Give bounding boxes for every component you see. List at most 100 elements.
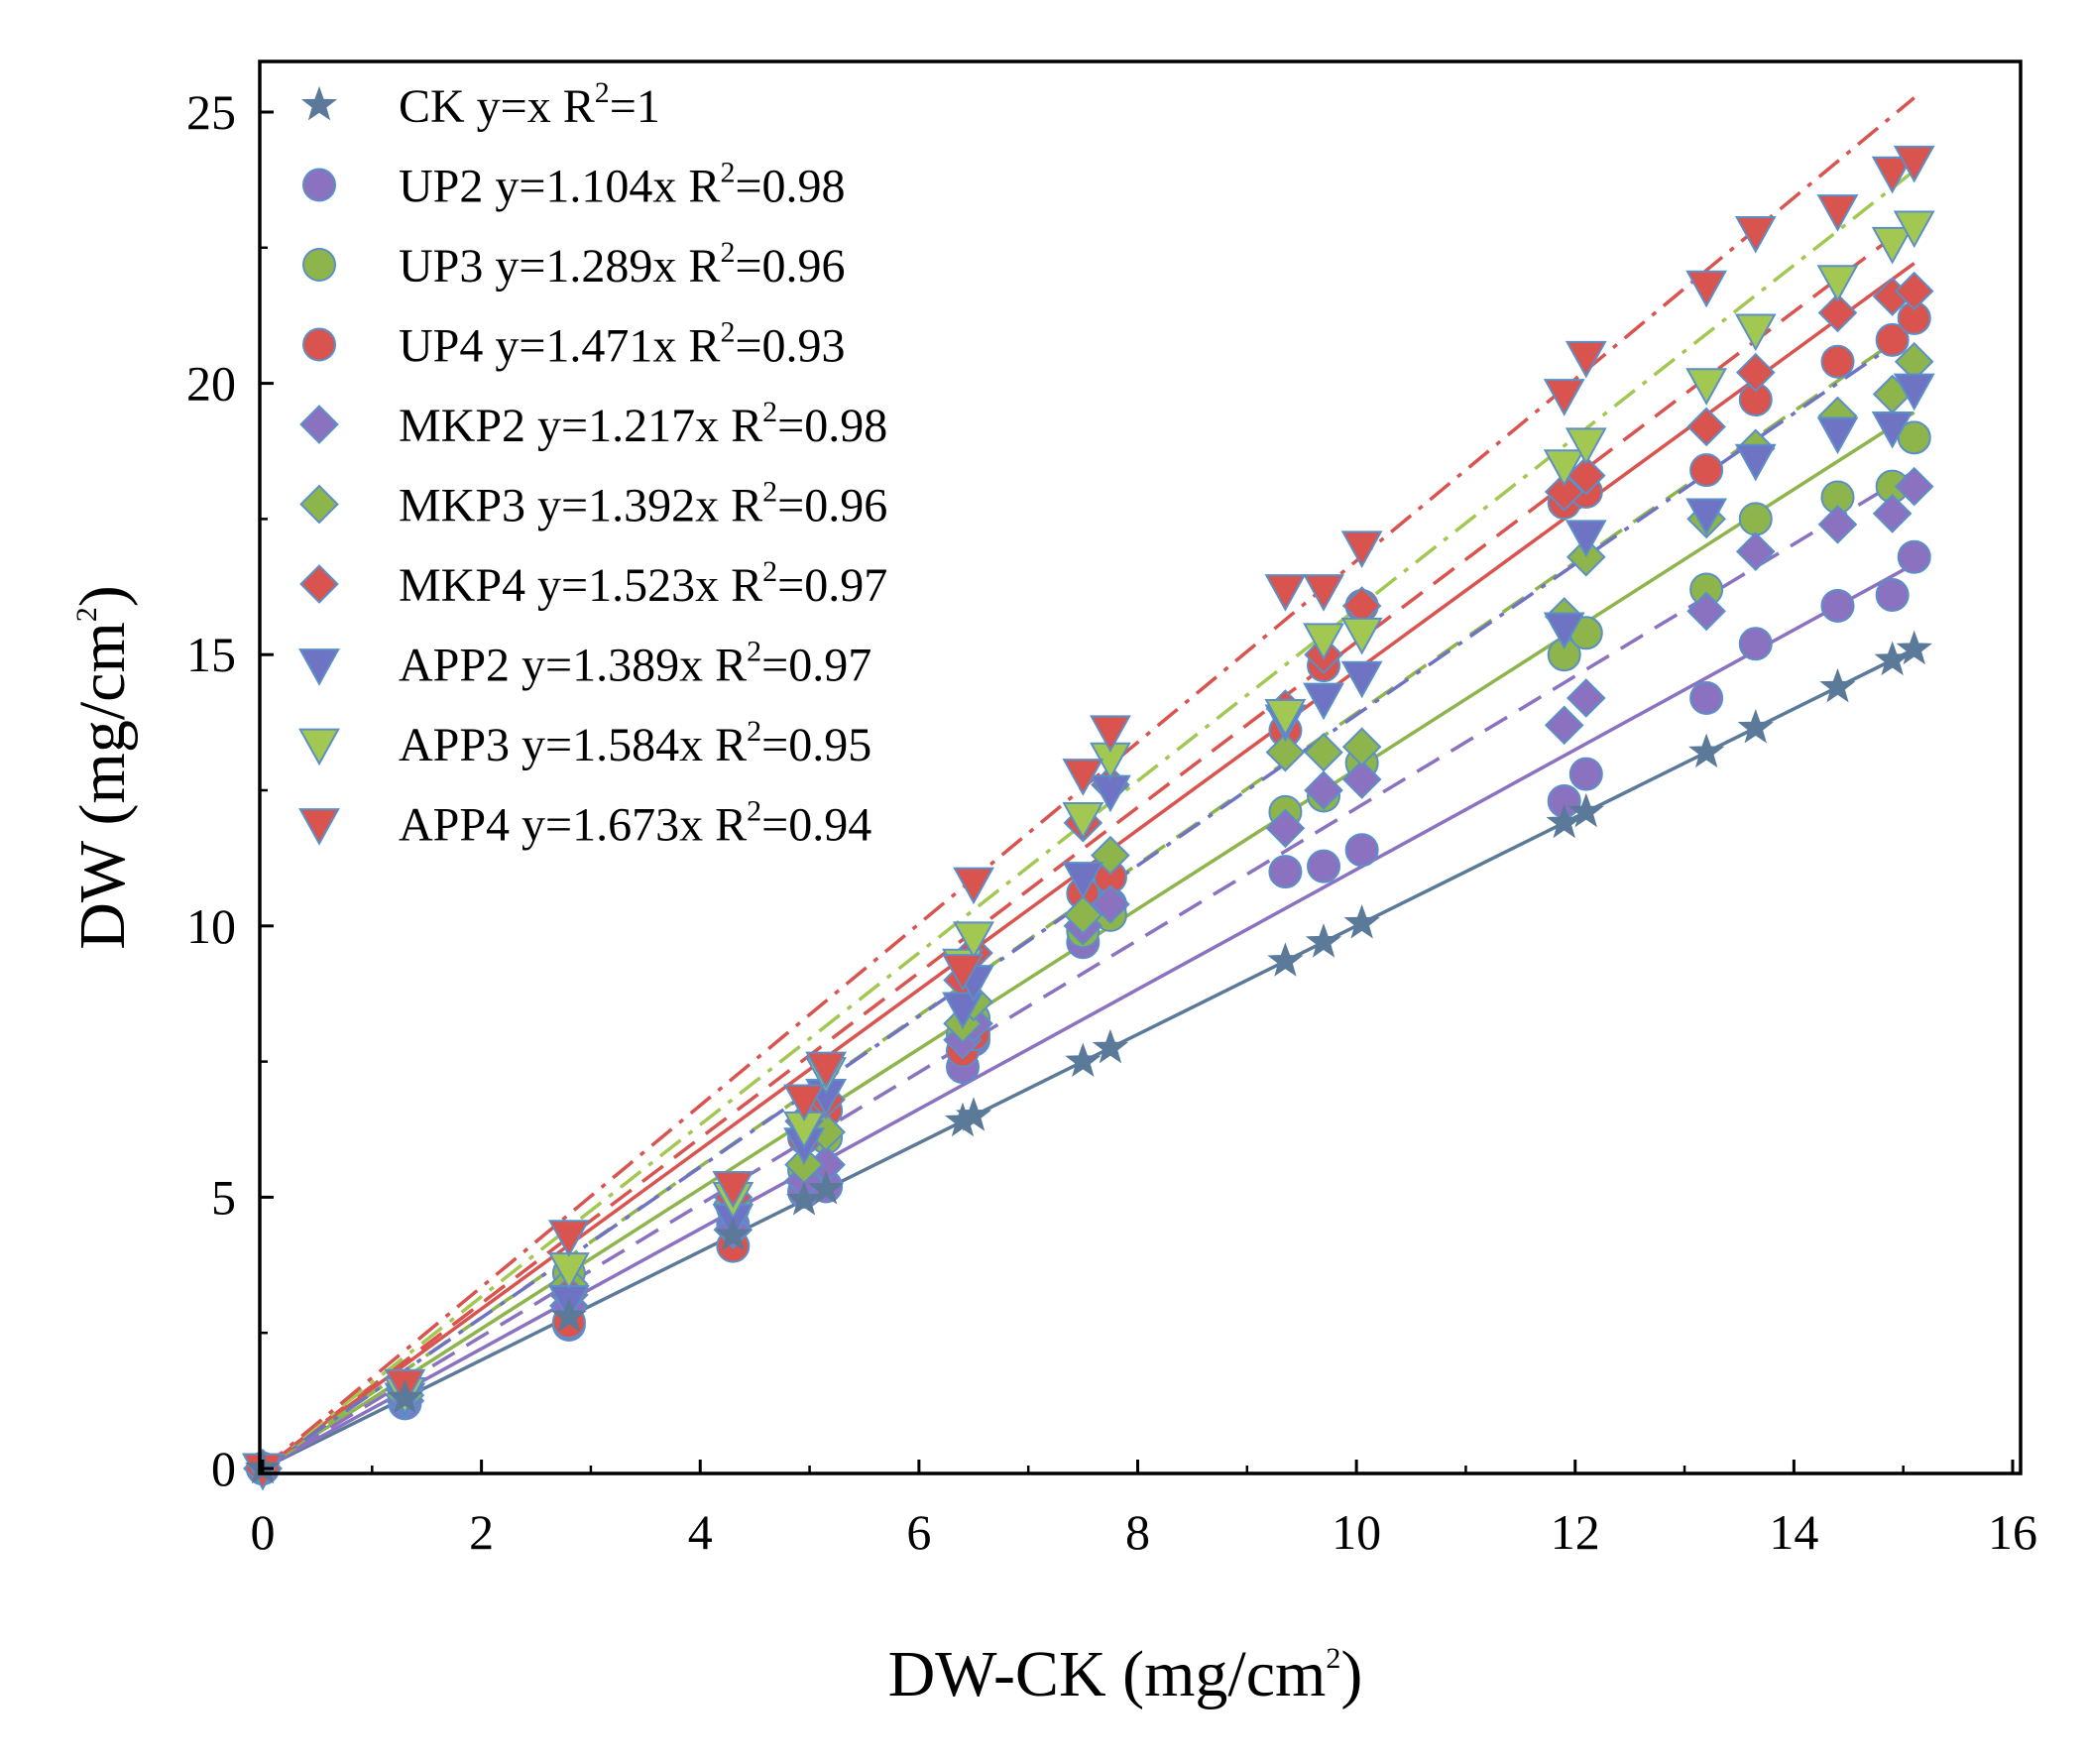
point-mkp3 xyxy=(1341,727,1382,767)
point-up2 xyxy=(1568,757,1603,791)
point-app2 xyxy=(1685,498,1728,536)
x-tick-label: 12 xyxy=(1551,1504,1600,1560)
point-up2 xyxy=(1820,588,1855,623)
point-mkp2 xyxy=(1872,494,1913,533)
legend-marker-mkp3 xyxy=(299,484,339,525)
point-app4 xyxy=(953,867,994,905)
fit-line-mkp2 xyxy=(262,469,1915,1470)
point-mkp4 xyxy=(1735,352,1776,393)
point-mkp2 xyxy=(1817,505,1858,544)
x-tick-label: 4 xyxy=(688,1504,713,1560)
legend-marker-app4 xyxy=(298,808,340,846)
point-mkp2 xyxy=(1544,705,1584,746)
point-mkp4 xyxy=(1686,407,1726,447)
point-up2 xyxy=(1875,578,1910,613)
point-app4 xyxy=(1565,340,1607,379)
x-axis-title: DW-CK (mg/cm2) xyxy=(888,1638,1363,1710)
point-mkp2 xyxy=(1735,531,1776,572)
legend-marker-app2 xyxy=(298,648,340,686)
point-up3 xyxy=(1738,502,1773,536)
y-axis-title: DW (mg/cm2) xyxy=(66,585,139,950)
legend-marker-up2 xyxy=(302,168,336,202)
point-mkp2 xyxy=(1304,770,1343,810)
x-tick-label: 10 xyxy=(1332,1504,1381,1560)
point-app3 xyxy=(1565,427,1607,466)
point-ck xyxy=(1567,792,1604,828)
point-app3 xyxy=(1816,265,1859,302)
point-app4 xyxy=(1340,530,1383,568)
fit-line-up2 xyxy=(262,562,1915,1470)
point-app2 xyxy=(942,992,984,1030)
point-app4 xyxy=(1816,194,1859,232)
point-app2 xyxy=(1340,660,1383,699)
y-tick-label: 20 xyxy=(186,356,236,412)
point-mkp4 xyxy=(1544,472,1584,512)
point-ck xyxy=(1092,1028,1129,1064)
fit-line-mkp4 xyxy=(261,219,1915,1470)
point-app2 xyxy=(1062,862,1104,899)
point-app4 xyxy=(547,1220,590,1257)
point-app3 xyxy=(1871,226,1914,265)
point-ck xyxy=(715,1216,752,1251)
point-app4 xyxy=(783,1084,825,1122)
point-app2 xyxy=(1565,520,1607,558)
point-app4 xyxy=(1734,215,1777,254)
data-points xyxy=(242,145,1935,1491)
legend: CK y=x R2=1 UP2 y=1.104x R2=0.98 UP3 y=1.2… xyxy=(298,76,887,852)
point-app2 xyxy=(1303,682,1344,721)
point-app3 xyxy=(1062,801,1104,840)
legend-entry-up4: UP4 y=1.471x R2=0.93 xyxy=(399,316,846,373)
point-app2 xyxy=(1893,373,1935,412)
point-mkp4 xyxy=(1894,271,1934,311)
point-app4 xyxy=(805,1051,848,1090)
legend-entry-app2: APP2 y=1.389x R2=0.97 xyxy=(399,636,871,692)
point-app3 xyxy=(1734,313,1777,352)
x-tick-label: 14 xyxy=(1769,1504,1818,1560)
point-up2 xyxy=(1268,855,1303,889)
point-app2 xyxy=(1816,416,1859,455)
y-tick-label: 25 xyxy=(186,84,236,140)
y-tick-label: 5 xyxy=(211,1169,236,1225)
plot-frame xyxy=(258,59,2023,1475)
point-ck xyxy=(1546,803,1582,839)
point-app4 xyxy=(1264,574,1307,612)
legend-entry-app3: APP3 y=1.584x R2=0.95 xyxy=(399,715,871,771)
point-app4 xyxy=(1303,574,1344,612)
legend-marker-up3 xyxy=(302,248,336,282)
point-ck xyxy=(1267,942,1304,977)
point-ck xyxy=(1343,904,1380,939)
point-ck xyxy=(785,1181,823,1216)
point-app2 xyxy=(1871,411,1914,449)
y-tick-label: 0 xyxy=(211,1441,236,1496)
point-app3 xyxy=(1340,617,1383,655)
point-ck xyxy=(1305,923,1342,958)
legend-marker-up4 xyxy=(302,327,336,362)
point-app4 xyxy=(1685,270,1728,308)
point-app2 xyxy=(1543,612,1585,650)
legend-entry-up3: UP3 y=1.289x R2=0.96 xyxy=(399,236,846,293)
point-up2 xyxy=(1738,627,1773,661)
legend-entry-mkp4: MKP4 y=1.523x R2=0.97 xyxy=(399,555,887,612)
point-mkp4 xyxy=(1566,455,1606,496)
point-ck xyxy=(807,1170,845,1205)
point-app4 xyxy=(1090,715,1131,754)
point-ck xyxy=(1687,733,1725,768)
x-axis-ticks: 0 2 4 6 8 10 12 14 16 xyxy=(251,1460,2037,1560)
legend-marker-mkp4 xyxy=(299,564,339,604)
fit-line-app2 xyxy=(262,328,1915,1470)
x-tick-label: 6 xyxy=(906,1504,931,1560)
point-mkp2 xyxy=(1894,466,1934,507)
point-ck xyxy=(1819,667,1856,703)
x-tick-label: 16 xyxy=(1988,1504,2037,1560)
point-up2 xyxy=(1307,849,1341,883)
point-up4 xyxy=(1875,322,1910,357)
point-app4 xyxy=(1871,156,1914,194)
legend-entry-app4: APP4 y=1.673x R2=0.94 xyxy=(399,795,871,852)
point-ck xyxy=(387,1378,423,1414)
point-ck xyxy=(1896,630,1932,665)
point-mkp2 xyxy=(1265,808,1306,849)
point-app3 xyxy=(1685,368,1728,406)
point-ck xyxy=(1065,1042,1102,1077)
point-app4 xyxy=(712,1171,754,1209)
